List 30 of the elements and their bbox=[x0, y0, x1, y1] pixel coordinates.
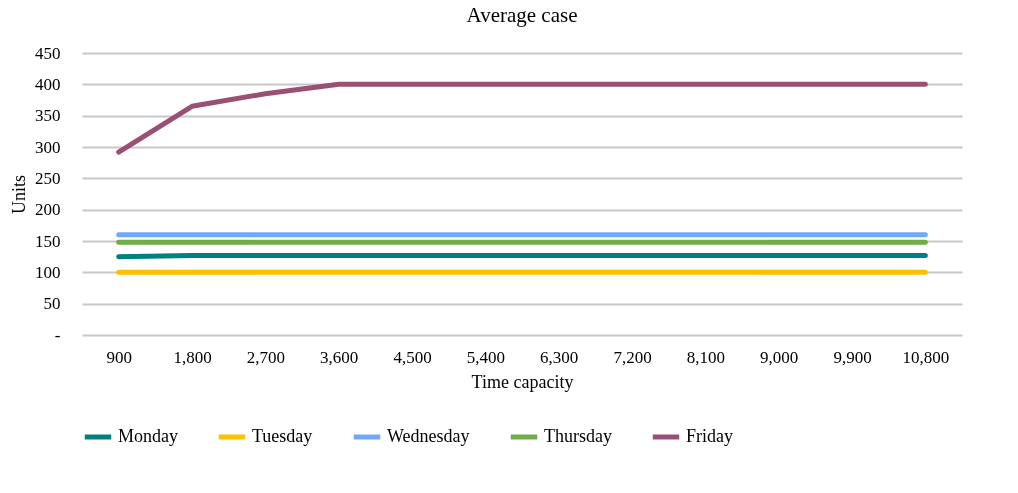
x-tick-label: 5,400 bbox=[466, 347, 505, 367]
y-axis-title: Units bbox=[9, 174, 29, 215]
legend-label: Friday bbox=[686, 426, 733, 446]
y-tick-label: 400 bbox=[35, 74, 61, 94]
x-tick-label: 9,000 bbox=[760, 347, 799, 367]
legend-label: Thursday bbox=[544, 426, 612, 446]
legend-label: Wednesday bbox=[387, 426, 470, 446]
legend-label: Monday bbox=[118, 426, 178, 446]
x-tick-label: 4,500 bbox=[393, 347, 432, 367]
x-tick-label: 1,800 bbox=[173, 347, 212, 367]
x-tick-label: 6,300 bbox=[540, 347, 579, 367]
y-tick-label: 200 bbox=[35, 200, 61, 220]
x-tick-label: 2,700 bbox=[246, 347, 285, 367]
chart-title: Average case bbox=[466, 3, 578, 27]
y-tick-label: 250 bbox=[35, 168, 61, 188]
x-tick-label: 9,900 bbox=[833, 347, 872, 367]
x-axis-title: Time capacity bbox=[471, 371, 574, 392]
y-tick-label: 350 bbox=[35, 106, 61, 126]
y-tick-label: 150 bbox=[35, 231, 61, 251]
y-tick-label: - bbox=[54, 325, 61, 345]
x-tick-label: 3,600 bbox=[320, 347, 359, 367]
y-tick-label: 50 bbox=[43, 294, 61, 314]
x-tick-label: 8,100 bbox=[686, 347, 725, 367]
x-tick-label: 900 bbox=[106, 347, 132, 367]
y-tick-label: 300 bbox=[35, 137, 61, 157]
x-tick-label: 7,200 bbox=[613, 347, 652, 367]
x-tick-label: 10,800 bbox=[902, 347, 950, 367]
y-tick-label: 100 bbox=[35, 262, 61, 282]
y-tick-label: 450 bbox=[35, 43, 61, 63]
legend-label: Tuesday bbox=[252, 426, 313, 446]
